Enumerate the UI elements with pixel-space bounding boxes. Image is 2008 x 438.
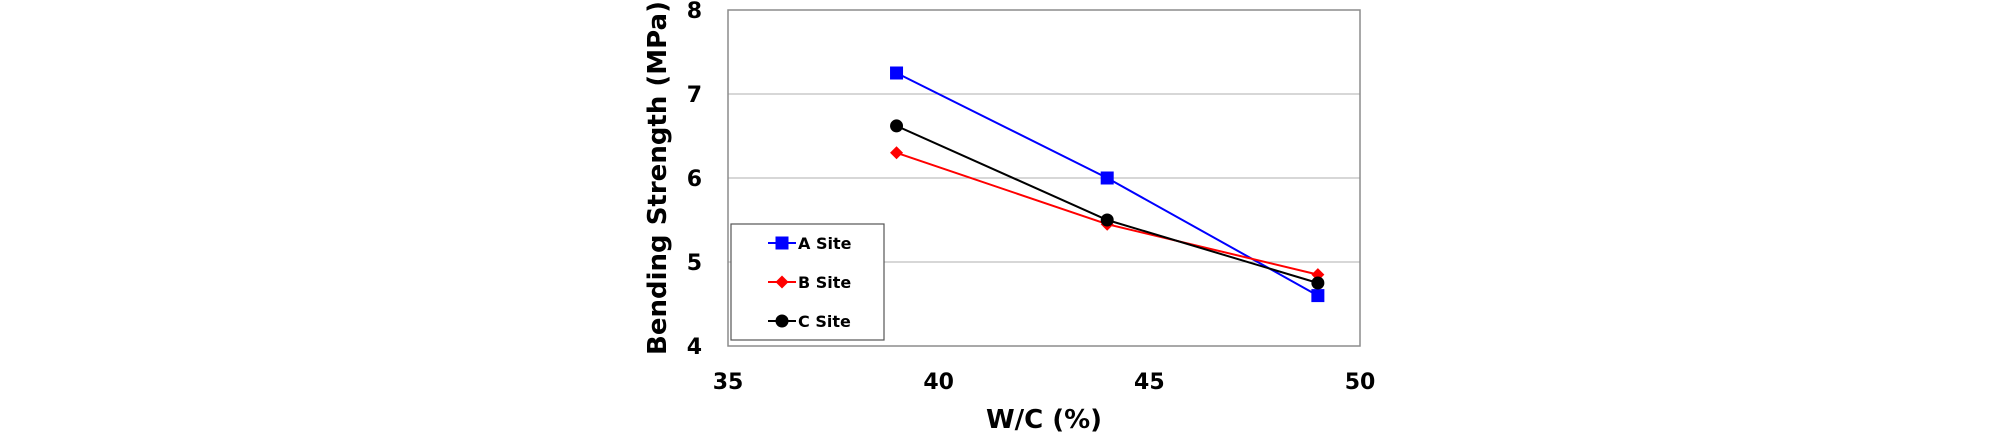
y-tick-label: 8: [687, 0, 702, 24]
legend-item-c-site: C Site: [768, 312, 851, 331]
series-layer: [890, 66, 1325, 303]
y-tick-label: 6: [687, 167, 702, 192]
legend-box: [730, 223, 885, 341]
y-axis-ticks: 4 5 6 7 8: [687, 0, 702, 360]
data-point-c-site: [890, 119, 904, 133]
y-tick-label: 5: [687, 251, 702, 276]
y-tick-label: 4: [687, 335, 702, 360]
x-tick-label: 40: [923, 370, 954, 395]
legend-item-a-site: A Site: [768, 234, 852, 253]
x-tick-label: 35: [713, 370, 744, 395]
data-point-a-site: [1100, 171, 1114, 185]
y-tick-label: 7: [687, 83, 702, 108]
data-point-a-site: [890, 66, 904, 80]
data-point-a-site: [1311, 289, 1325, 303]
x-axis-ticks: 35 40 45 50: [713, 370, 1376, 395]
x-tick-label: 45: [1134, 370, 1165, 395]
data-point-c-site: [1100, 213, 1114, 227]
legend-marker: [775, 275, 789, 289]
x-tick-label: 50: [1345, 370, 1376, 395]
legend-marker: [775, 314, 789, 328]
series-a-site: [890, 66, 1325, 303]
series-c-site: [890, 119, 1325, 290]
data-point-c-site: [1311, 276, 1325, 290]
legend-label: B Site: [798, 273, 851, 292]
data-point-b-site: [890, 146, 904, 160]
y-axis-title: Bending Strength (MPa): [643, 1, 673, 355]
x-axis-title: W/C (%): [986, 405, 1102, 435]
legend: A Site B Site C Site: [730, 223, 885, 341]
legend-label: A Site: [798, 234, 852, 253]
legend-marker: [775, 236, 789, 250]
plot-border: [727, 9, 1361, 347]
legend-label: C Site: [798, 312, 851, 331]
legend-item-b-site: B Site: [768, 273, 851, 292]
